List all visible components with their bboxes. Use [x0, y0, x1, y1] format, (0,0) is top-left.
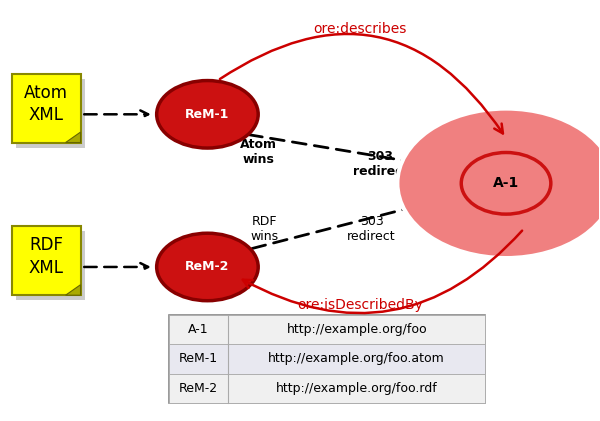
FancyBboxPatch shape: [16, 231, 85, 300]
Text: ore:describes: ore:describes: [313, 21, 406, 35]
Ellipse shape: [397, 109, 600, 258]
FancyBboxPatch shape: [12, 74, 80, 143]
Text: Atom
XML: Atom XML: [24, 84, 68, 124]
Text: RDF
XML: RDF XML: [29, 237, 64, 277]
FancyBboxPatch shape: [16, 79, 85, 147]
Text: ReM-1: ReM-1: [185, 108, 230, 121]
FancyBboxPatch shape: [12, 226, 80, 295]
Text: ReM-2: ReM-2: [179, 382, 218, 395]
FancyBboxPatch shape: [169, 344, 485, 373]
FancyArrowPatch shape: [243, 231, 522, 313]
Ellipse shape: [446, 142, 566, 224]
Text: ReM-2: ReM-2: [185, 261, 230, 274]
Text: ReM-1: ReM-1: [179, 352, 218, 365]
Ellipse shape: [461, 152, 551, 214]
Text: http://example.org/foo.rdf: http://example.org/foo.rdf: [276, 382, 437, 395]
Text: ore:isDescribedBy: ore:isDescribedBy: [297, 298, 422, 312]
Ellipse shape: [157, 80, 258, 148]
Ellipse shape: [157, 233, 258, 301]
Text: A-1: A-1: [188, 323, 209, 336]
Text: 303
redirect: 303 redirect: [353, 150, 409, 179]
FancyBboxPatch shape: [169, 373, 485, 403]
FancyArrowPatch shape: [220, 34, 503, 133]
Text: Atom
wins: Atom wins: [239, 138, 277, 166]
Polygon shape: [65, 285, 80, 295]
Polygon shape: [65, 132, 80, 143]
Text: 303
redirect: 303 redirect: [347, 215, 396, 243]
Text: http://example.org/foo: http://example.org/foo: [286, 323, 427, 336]
Text: http://example.org/foo.atom: http://example.org/foo.atom: [268, 352, 445, 365]
Text: A-1: A-1: [493, 176, 519, 190]
FancyBboxPatch shape: [169, 315, 485, 403]
FancyBboxPatch shape: [169, 315, 485, 344]
Text: RDF
wins: RDF wins: [250, 215, 278, 243]
